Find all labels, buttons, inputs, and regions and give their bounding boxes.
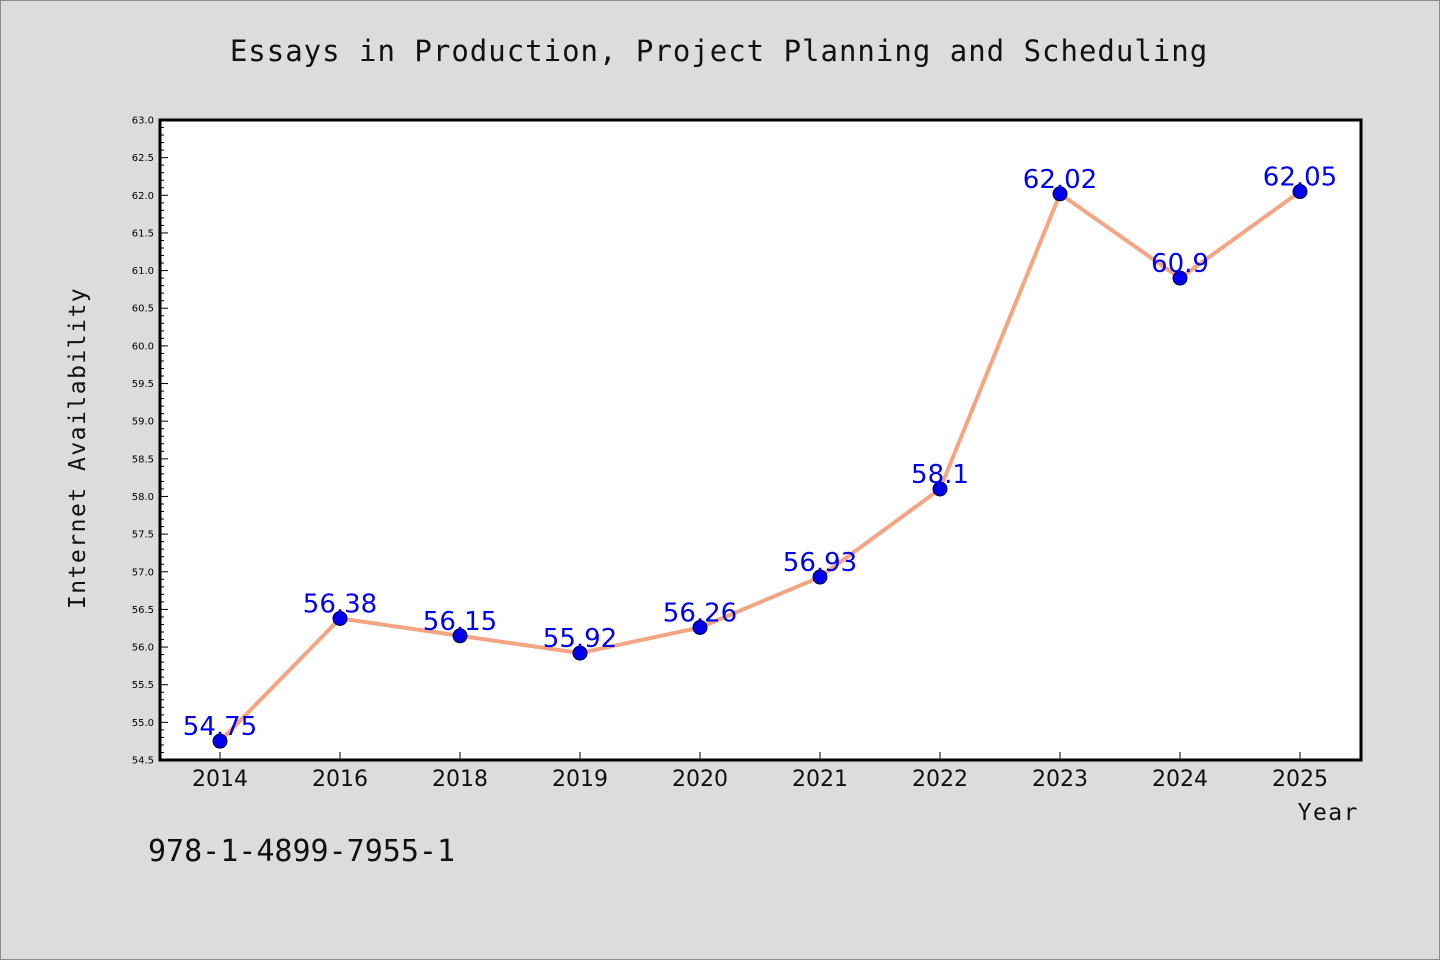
chart-title: Essays in Production, Project Planning a… — [229, 34, 1209, 68]
data-point — [452, 628, 468, 644]
data-label: 56.15 — [423, 607, 497, 637]
data-point — [212, 733, 228, 749]
data-label: 54.75 — [183, 712, 257, 742]
data-label: 56.38 — [303, 589, 377, 619]
y-tick-label: 61.0 — [132, 266, 154, 277]
x-tick-label: 2016 — [312, 767, 368, 792]
series-line-group — [218, 189, 1302, 744]
data-point — [932, 481, 948, 497]
isbn-annotation: 978-1-4899-7955-1 — [148, 834, 456, 869]
x-tick-label: 2014 — [192, 767, 248, 792]
x-tick-label: 2020 — [672, 767, 728, 792]
series-line — [218, 189, 1302, 744]
y-tick-label: 63.0 — [132, 116, 154, 127]
y-axis-title: Internet Availability — [65, 287, 91, 609]
y-tick-label: 61.5 — [132, 228, 154, 239]
data-label: 62.02 — [1023, 165, 1097, 195]
data-labels: 54.75 56.38 56.15 55.92 56.26 56.93 58.1 62.02 6… — [183, 163, 1337, 743]
y-tick-label: 57.5 — [132, 530, 154, 541]
data-point — [1292, 184, 1308, 200]
x-tick-label: 2019 — [552, 767, 608, 792]
y-tick-label: 58.0 — [132, 492, 154, 503]
x-tick-label: 2024 — [1152, 767, 1208, 792]
data-point — [692, 619, 708, 635]
y-tick-label: 62.0 — [132, 191, 154, 202]
y-tick-label: 62.5 — [132, 153, 154, 164]
data-point — [572, 645, 588, 661]
data-point — [332, 610, 348, 626]
y-tick-label: 58.5 — [132, 454, 154, 465]
data-label: 62.05 — [1263, 163, 1337, 193]
data-markers — [212, 184, 1308, 749]
data-label: 56.93 — [783, 548, 857, 578]
data-label: 55.92 — [543, 624, 617, 654]
y-tick-label: 54.5 — [132, 756, 154, 767]
y-tick-label: 55.5 — [132, 680, 154, 691]
y-axis: 54.5 55.0 55.5 56.0 56.5 57.0 57.5 58.0 58.5 59.0… — [132, 116, 168, 767]
y-tick-label: 55.0 — [132, 718, 154, 729]
x-axis: 2014 2016 2018 2019 2020 2021 2022 2023 2024 2025 — [192, 752, 1328, 792]
y-tick-label: 59.0 — [132, 417, 154, 428]
x-axis-title: Year — [1298, 800, 1359, 826]
x-tick-label: 2022 — [912, 767, 968, 792]
data-point — [1172, 270, 1188, 286]
y-tick-label: 59.5 — [132, 379, 154, 390]
y-tick-label: 57.0 — [132, 567, 154, 578]
data-point — [1052, 186, 1068, 202]
y-tick-label: 60.5 — [132, 304, 154, 315]
x-tick-label: 2018 — [432, 767, 488, 792]
data-label: 60.9 — [1151, 249, 1209, 279]
x-tick-label: 2021 — [792, 767, 848, 792]
x-tick-label: 2025 — [1272, 767, 1328, 792]
data-point — [812, 569, 828, 585]
plot-area — [158, 118, 1363, 762]
data-label: 56.26 — [663, 598, 737, 628]
x-tick-label: 2023 — [1032, 767, 1088, 792]
data-label: 58.1 — [911, 460, 969, 490]
y-tick-label: 56.5 — [132, 605, 154, 616]
y-tick-label: 60.0 — [132, 341, 154, 352]
y-tick-label: 56.0 — [132, 643, 154, 654]
